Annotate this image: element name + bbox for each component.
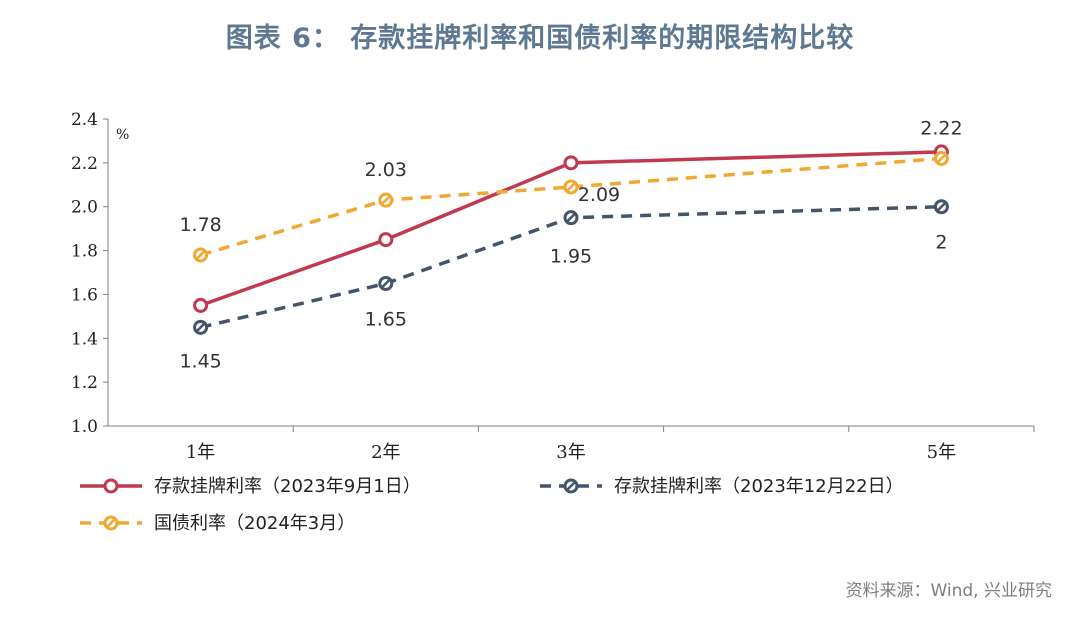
y-tick-label: 2.2 xyxy=(71,154,98,174)
data-point xyxy=(563,155,579,171)
data-point-hatch xyxy=(195,250,206,260)
data-point-hatch xyxy=(566,212,576,223)
data-point-hatch xyxy=(936,201,947,212)
y-tick-label: 1.2 xyxy=(71,373,98,393)
data-label: 1.65 xyxy=(365,308,407,330)
y-tick-label: 1.4 xyxy=(71,329,98,349)
x-tick-label: 5年 xyxy=(927,442,956,463)
data-label: 2.22 xyxy=(920,117,962,139)
y-tick-label: 1.6 xyxy=(71,285,98,305)
chart-title: 图表 6： 存款挂牌利率和国债利率的期限结构比较 xyxy=(225,23,855,54)
data-label: 1.95 xyxy=(550,246,592,268)
y-tick-label: 1.0 xyxy=(71,417,98,437)
source-note: 资料来源：Wind, 兴业研究 xyxy=(845,581,1052,601)
data-point-hatch xyxy=(380,278,391,289)
series-layer xyxy=(193,144,949,335)
data-label: 2.03 xyxy=(365,159,407,181)
legend-marker-hatch xyxy=(566,481,576,491)
data-point-hatch xyxy=(936,153,947,164)
data-label: 1.78 xyxy=(179,214,221,236)
y-tick-label: 1.8 xyxy=(71,242,98,262)
data-point-hatch xyxy=(566,182,576,192)
legend-marker-1 xyxy=(103,478,119,494)
series-line-2 xyxy=(200,204,942,330)
y-axis-unit-label: % xyxy=(116,127,129,143)
x-tick-label: 3年 xyxy=(556,442,585,463)
x-tick-label: 1年 xyxy=(186,442,215,463)
legend-marker-hatch xyxy=(106,518,116,528)
legend-label-3: 国债利率（2024年3月） xyxy=(154,513,355,534)
legend-label-1: 存款挂牌利率（2023年9月1日） xyxy=(154,476,421,497)
data-point xyxy=(193,297,209,313)
data-label: 2.09 xyxy=(578,184,620,206)
data-point-hatch xyxy=(380,195,391,206)
series-line-3 xyxy=(200,156,942,257)
data-label: 1.45 xyxy=(179,350,221,372)
series-line-1 xyxy=(200,150,942,308)
axes: 1.0 1.2 1.4 1.6 1.8 2.0 2.2 2.4% 1年 2年 3年 5年 xyxy=(71,110,1035,463)
y-tick-label: 2.4 xyxy=(71,110,98,130)
legend: 存款挂牌利率（2023年9月1日） 存款挂牌利率（2023年12月22日） 国债利率… xyxy=(80,476,904,534)
legend-label-2: 存款挂牌利率（2023年12月22日） xyxy=(614,476,904,497)
data-point-hatch xyxy=(195,322,206,333)
data-labels: 1.45 1.65 1.95 2 1.78 2.03 2.09 2.22 xyxy=(179,117,962,372)
data-label: 2 xyxy=(935,232,947,254)
y-tick-label: 2.0 xyxy=(71,198,98,218)
x-tick-label: 2年 xyxy=(371,442,400,463)
data-point xyxy=(378,232,394,248)
